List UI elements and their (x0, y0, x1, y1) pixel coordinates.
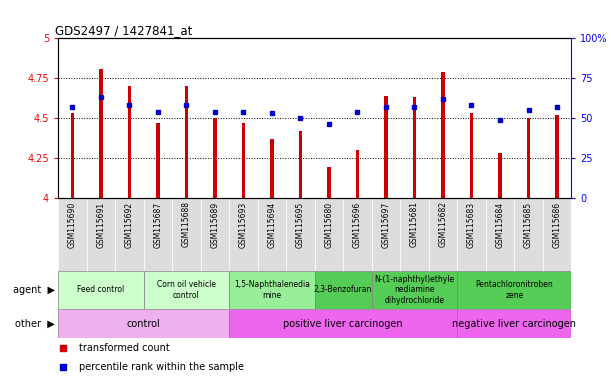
Bar (242, 123, 245, 198)
Bar (555, 115, 558, 198)
Text: GSM115688: GSM115688 (182, 201, 191, 247)
Bar (229, 309, 457, 338)
Bar (457, 309, 571, 338)
Bar (172, 198, 200, 271)
Text: GSM115682: GSM115682 (439, 201, 447, 247)
Text: GSM115693: GSM115693 (239, 201, 248, 248)
Bar (429, 198, 457, 271)
Bar (371, 198, 400, 271)
Text: other  ▶: other ▶ (15, 318, 55, 329)
Bar (457, 198, 486, 271)
Bar (200, 198, 229, 271)
Bar (71, 113, 74, 198)
Bar (185, 86, 188, 198)
Bar (343, 198, 371, 271)
Text: positive liver carcinogen: positive liver carcinogen (284, 318, 403, 329)
Bar (286, 198, 315, 271)
Text: Feed control: Feed control (77, 285, 125, 295)
Bar (229, 271, 315, 309)
Bar (315, 198, 343, 271)
Text: GSM115689: GSM115689 (210, 201, 219, 248)
Text: GSM115692: GSM115692 (125, 201, 134, 248)
Text: GSM115686: GSM115686 (552, 201, 562, 248)
Text: GSM115687: GSM115687 (153, 201, 163, 248)
Text: Pentachloronitroben
zene: Pentachloronitroben zene (475, 280, 553, 300)
Text: transformed count: transformed count (79, 343, 169, 353)
Bar (115, 198, 144, 271)
Bar (486, 198, 514, 271)
Text: negative liver carcinogen: negative liver carcinogen (452, 318, 576, 329)
Text: N-(1-naphthyl)ethyle
nediamine
dihydrochloride: N-(1-naphthyl)ethyle nediamine dihydroch… (375, 275, 455, 305)
Bar (470, 113, 473, 198)
Text: GSM115697: GSM115697 (381, 201, 390, 248)
Bar (213, 118, 216, 198)
Text: GSM115694: GSM115694 (268, 201, 276, 248)
Bar (99, 69, 103, 198)
Bar (58, 309, 229, 338)
Bar (299, 131, 302, 198)
Bar (514, 198, 543, 271)
Text: 2,3-Benzofuran: 2,3-Benzofuran (314, 285, 372, 295)
Text: GSM115684: GSM115684 (496, 201, 505, 248)
Text: GSM115690: GSM115690 (68, 201, 77, 248)
Bar (58, 198, 87, 271)
Bar (356, 150, 359, 198)
Text: control: control (126, 318, 161, 329)
Text: GSM115696: GSM115696 (353, 201, 362, 248)
Text: GSM115695: GSM115695 (296, 201, 305, 248)
Bar (229, 198, 258, 271)
Bar (457, 271, 571, 309)
Bar (258, 198, 286, 271)
Text: GSM115681: GSM115681 (410, 201, 419, 247)
Bar (156, 123, 159, 198)
Bar (499, 153, 502, 198)
Bar (384, 96, 387, 198)
Text: percentile rank within the sample: percentile rank within the sample (79, 362, 244, 372)
Bar (270, 139, 274, 198)
Bar (315, 271, 371, 309)
Text: GSM115691: GSM115691 (97, 201, 105, 248)
Text: 1,5-Naphthalenedia
mine: 1,5-Naphthalenedia mine (234, 280, 310, 300)
Bar (400, 198, 429, 271)
Bar (327, 167, 331, 198)
Text: Corn oil vehicle
control: Corn oil vehicle control (157, 280, 216, 300)
Bar (144, 198, 172, 271)
Bar (527, 118, 530, 198)
Bar (371, 271, 457, 309)
Text: GSM115683: GSM115683 (467, 201, 476, 248)
Bar (87, 198, 115, 271)
Text: GSM115680: GSM115680 (324, 201, 334, 248)
Bar (58, 271, 144, 309)
Text: GSM115685: GSM115685 (524, 201, 533, 248)
Bar (441, 72, 445, 198)
Bar (144, 271, 229, 309)
Text: agent  ▶: agent ▶ (13, 285, 55, 295)
Bar (413, 98, 416, 198)
Bar (128, 86, 131, 198)
Text: GDS2497 / 1427841_at: GDS2497 / 1427841_at (56, 24, 193, 37)
Bar (543, 198, 571, 271)
